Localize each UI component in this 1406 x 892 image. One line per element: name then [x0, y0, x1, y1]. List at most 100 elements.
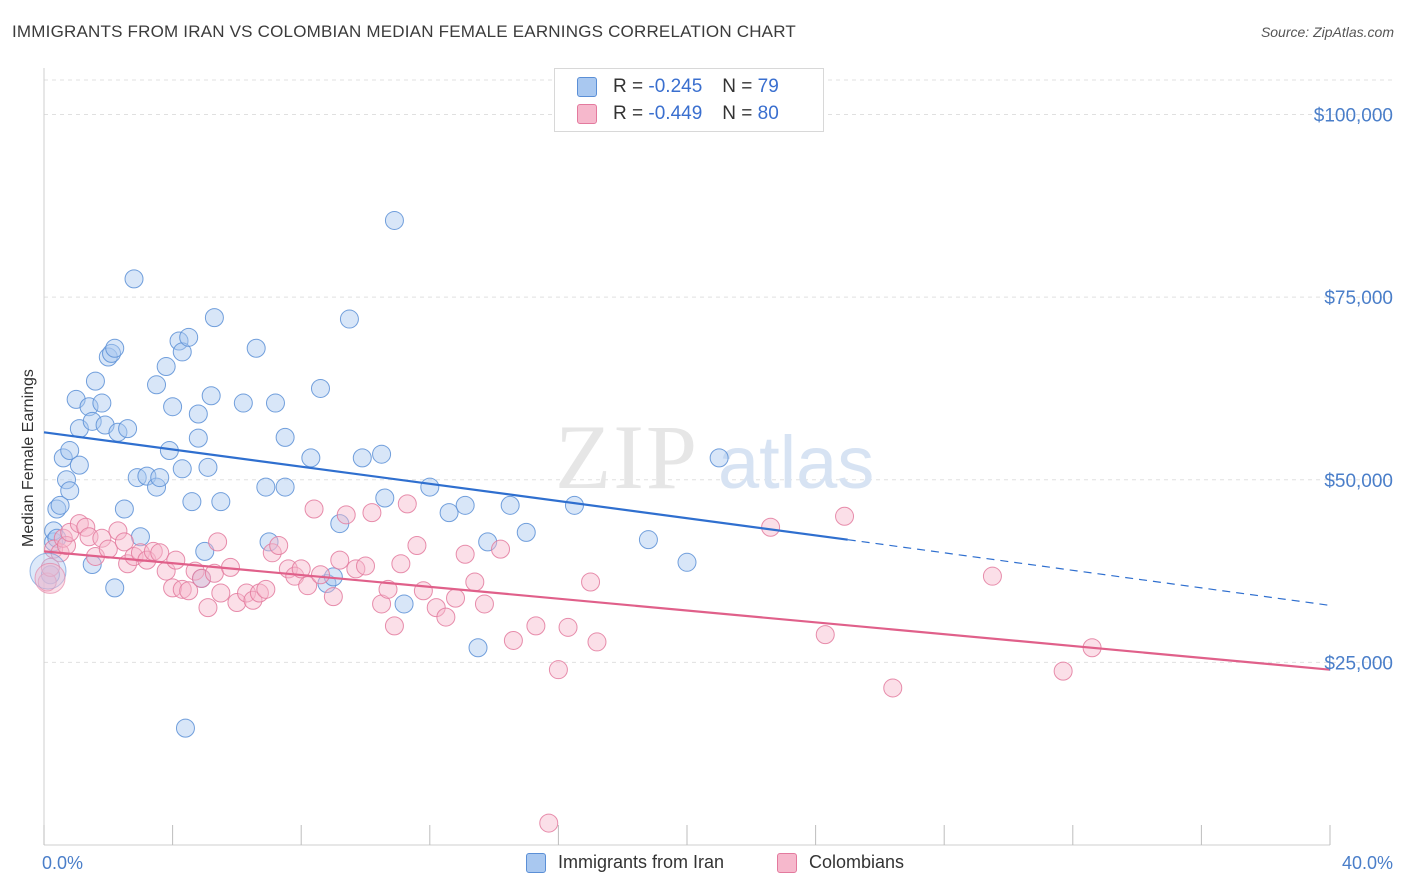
trend-line-extension: [847, 539, 1331, 606]
data-point: [114, 499, 134, 519]
data-point: [465, 572, 485, 592]
data-point: [34, 562, 66, 594]
data-point: [50, 495, 70, 515]
data-point: [172, 459, 192, 479]
data-point: [269, 536, 289, 556]
data-point: [815, 625, 835, 645]
data-point: [426, 598, 446, 618]
data-point: [114, 532, 134, 552]
legend-n-value: 80: [757, 103, 779, 124]
data-point: [564, 495, 584, 515]
data-point: [378, 579, 398, 599]
data-point: [587, 632, 607, 652]
data-point: [130, 527, 150, 547]
data-point: [301, 448, 321, 468]
data-point: [69, 514, 89, 534]
data-point: [169, 331, 189, 351]
data-point: [275, 477, 295, 497]
legend-n-value: 79: [757, 76, 779, 97]
data-point: [208, 532, 228, 552]
watermark-zip: ZIP: [555, 406, 699, 508]
data-point: [304, 499, 324, 519]
data-point: [79, 397, 99, 417]
data-point: [323, 587, 343, 607]
data-point: [491, 539, 511, 559]
data-point: [391, 554, 411, 574]
data-point: [124, 269, 144, 289]
data-point: [352, 448, 372, 468]
data-point: [709, 448, 729, 468]
x-tick-label: 0.0%: [42, 853, 83, 873]
data-point: [516, 522, 536, 542]
data-point: [436, 607, 456, 627]
source-label: Source: ZipAtlas.com: [1260, 24, 1394, 40]
legend-item-iran[interactable]: Immigrants from Iran: [526, 852, 724, 873]
data-point: [37, 572, 57, 592]
y-tick-label: $100,000: [1314, 106, 1393, 127]
data-point: [108, 521, 128, 541]
legend-r-value: -0.449: [648, 103, 703, 124]
data-point: [384, 616, 404, 636]
data-point: [179, 327, 199, 347]
chart-title: IMMIGRANTS FROM IRAN VS COLOMBIAN MEDIAN…: [12, 22, 796, 41]
data-point: [211, 583, 231, 603]
data-point: [256, 477, 276, 497]
data-point: [310, 378, 330, 398]
data-point: [339, 309, 359, 329]
axis-labels: $25,000 $50,000 $75,000 $100,000 0.0% 40.0% Me…: [20, 106, 1393, 873]
data-point: [835, 506, 855, 526]
data-point: [60, 441, 80, 461]
legend-row-colombians: R = -0.449 N = 80: [577, 102, 779, 126]
data-point: [384, 210, 404, 230]
data-point: [761, 517, 781, 537]
legend-n-label: N =: [722, 103, 753, 124]
data-point: [47, 528, 67, 548]
data-point: [310, 565, 330, 585]
legend-item-colombians[interactable]: Colombians: [777, 852, 904, 873]
data-point: [211, 492, 231, 512]
data-point: [105, 338, 125, 358]
data-point: [372, 444, 392, 464]
data-point: [249, 583, 269, 603]
data-point: [407, 536, 427, 556]
gridlines: [44, 79, 1392, 663]
watermark-atlas: atlas: [718, 421, 874, 504]
data-point: [127, 468, 147, 488]
data-point: [503, 630, 523, 650]
data-point: [883, 678, 903, 698]
data-point: [150, 543, 170, 563]
data-point: [677, 552, 697, 572]
data-point: [500, 495, 520, 515]
watermark: ZIP atlas: [555, 406, 874, 508]
data-point: [227, 592, 247, 612]
legend-r-value: -0.245: [648, 76, 703, 97]
data-point: [147, 375, 167, 395]
data-point: [40, 557, 60, 577]
series-legend: Immigrants from Iran Colombians: [0, 852, 1406, 878]
data-point: [118, 419, 138, 439]
data-point: [198, 598, 218, 618]
data-point: [362, 503, 382, 523]
x-tick-label: 40.0%: [1342, 853, 1393, 873]
data-point: [526, 616, 546, 636]
data-point: [397, 494, 417, 514]
legend-r-label: R =: [613, 103, 644, 124]
data-point: [195, 541, 215, 561]
data-point: [638, 530, 658, 550]
trend-line: [43, 431, 848, 541]
data-point: [47, 499, 67, 519]
data-point: [92, 393, 112, 413]
data-point: [85, 371, 105, 391]
data-point: [455, 544, 475, 564]
data-point: [336, 505, 356, 525]
data-point: [172, 579, 192, 599]
data-point: [330, 550, 350, 570]
data-point: [548, 660, 568, 680]
legend-label-iran: Immigrants from Iran: [558, 852, 725, 872]
data-point: [105, 578, 125, 598]
data-point: [539, 813, 559, 833]
data-point: [150, 468, 170, 488]
data-point: [581, 572, 601, 592]
legend-label-colombians: Colombians: [809, 852, 905, 872]
series-colombians: [37, 494, 1102, 833]
